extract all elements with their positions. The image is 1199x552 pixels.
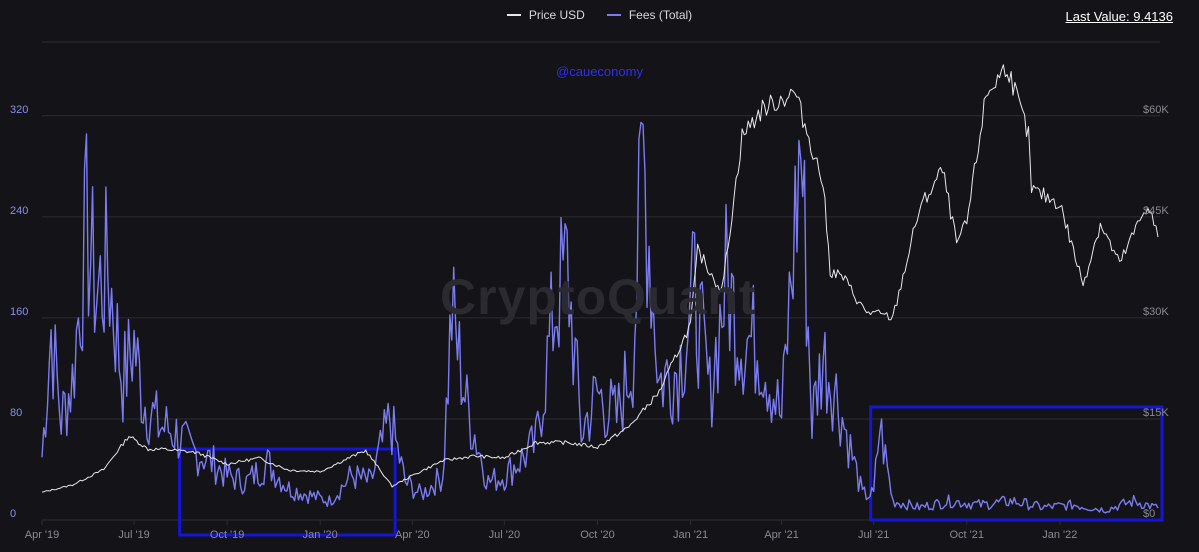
x-tick-label: Oct '20 — [580, 529, 615, 541]
legend-item-price[interactable]: Price USD — [506, 8, 585, 22]
price-series — [41, 64, 1159, 493]
author-handle: @caueconomy — [556, 64, 643, 79]
last-value-link[interactable]: Last Value: 9.4136 — [1065, 9, 1173, 24]
y-left-tick-label: 80 — [10, 407, 22, 419]
y-left-tick-label: 240 — [10, 205, 28, 217]
legend-label-price: Price USD — [528, 8, 585, 22]
highlight-box — [869, 405, 1164, 522]
y-right-tick-label: $0 — [1143, 508, 1155, 520]
x-tick-label: Jul '20 — [489, 529, 520, 541]
legend-item-fees[interactable]: Fees (Total) — [606, 8, 693, 22]
highlight-box — [178, 447, 397, 537]
y-left-tick-label: 160 — [10, 306, 28, 318]
y-left-tick-label: 320 — [10, 104, 28, 116]
legend-label-fees: Fees (Total) — [628, 8, 693, 22]
legend: Price USD Fees (Total) — [0, 8, 1199, 22]
x-tick-label: Jan '21 — [673, 529, 708, 541]
y-right-tick-label: $30K — [1143, 306, 1169, 318]
x-tick-label: Jan '22 — [1042, 529, 1077, 541]
fees-line — [41, 121, 1159, 514]
y-left-tick-label: 0 — [10, 508, 16, 520]
price-line — [41, 64, 1159, 493]
x-tick-label: Apr '21 — [764, 529, 799, 541]
gridlines — [42, 41, 1160, 521]
x-tick-label: Apr '20 — [395, 529, 430, 541]
watermark-logo: CryptoQuant — [440, 269, 757, 325]
x-tick-label: Apr '19 — [25, 529, 60, 541]
highlight-boxes — [178, 405, 1164, 537]
y-right-tick-label: $15K — [1143, 407, 1169, 419]
x-tick-label: Jul '19 — [118, 529, 149, 541]
axis-labels: 0 80 160 240 320 $0 $15K $30K $45K $60K Apr '19 Jul… — [10, 104, 1169, 541]
fees-series — [41, 121, 1159, 514]
x-tick-label: Jan '20 — [303, 529, 338, 541]
x-tick-label: Jul '21 — [858, 529, 889, 541]
legend-swatch-fees — [606, 14, 621, 16]
y-right-tick-label: $45K — [1143, 205, 1169, 217]
y-right-tick-label: $60K — [1143, 104, 1169, 116]
x-tick-label: Oct '21 — [949, 529, 984, 541]
legend-swatch-price — [506, 14, 521, 16]
x-tick-label: Oct '19 — [210, 529, 245, 541]
